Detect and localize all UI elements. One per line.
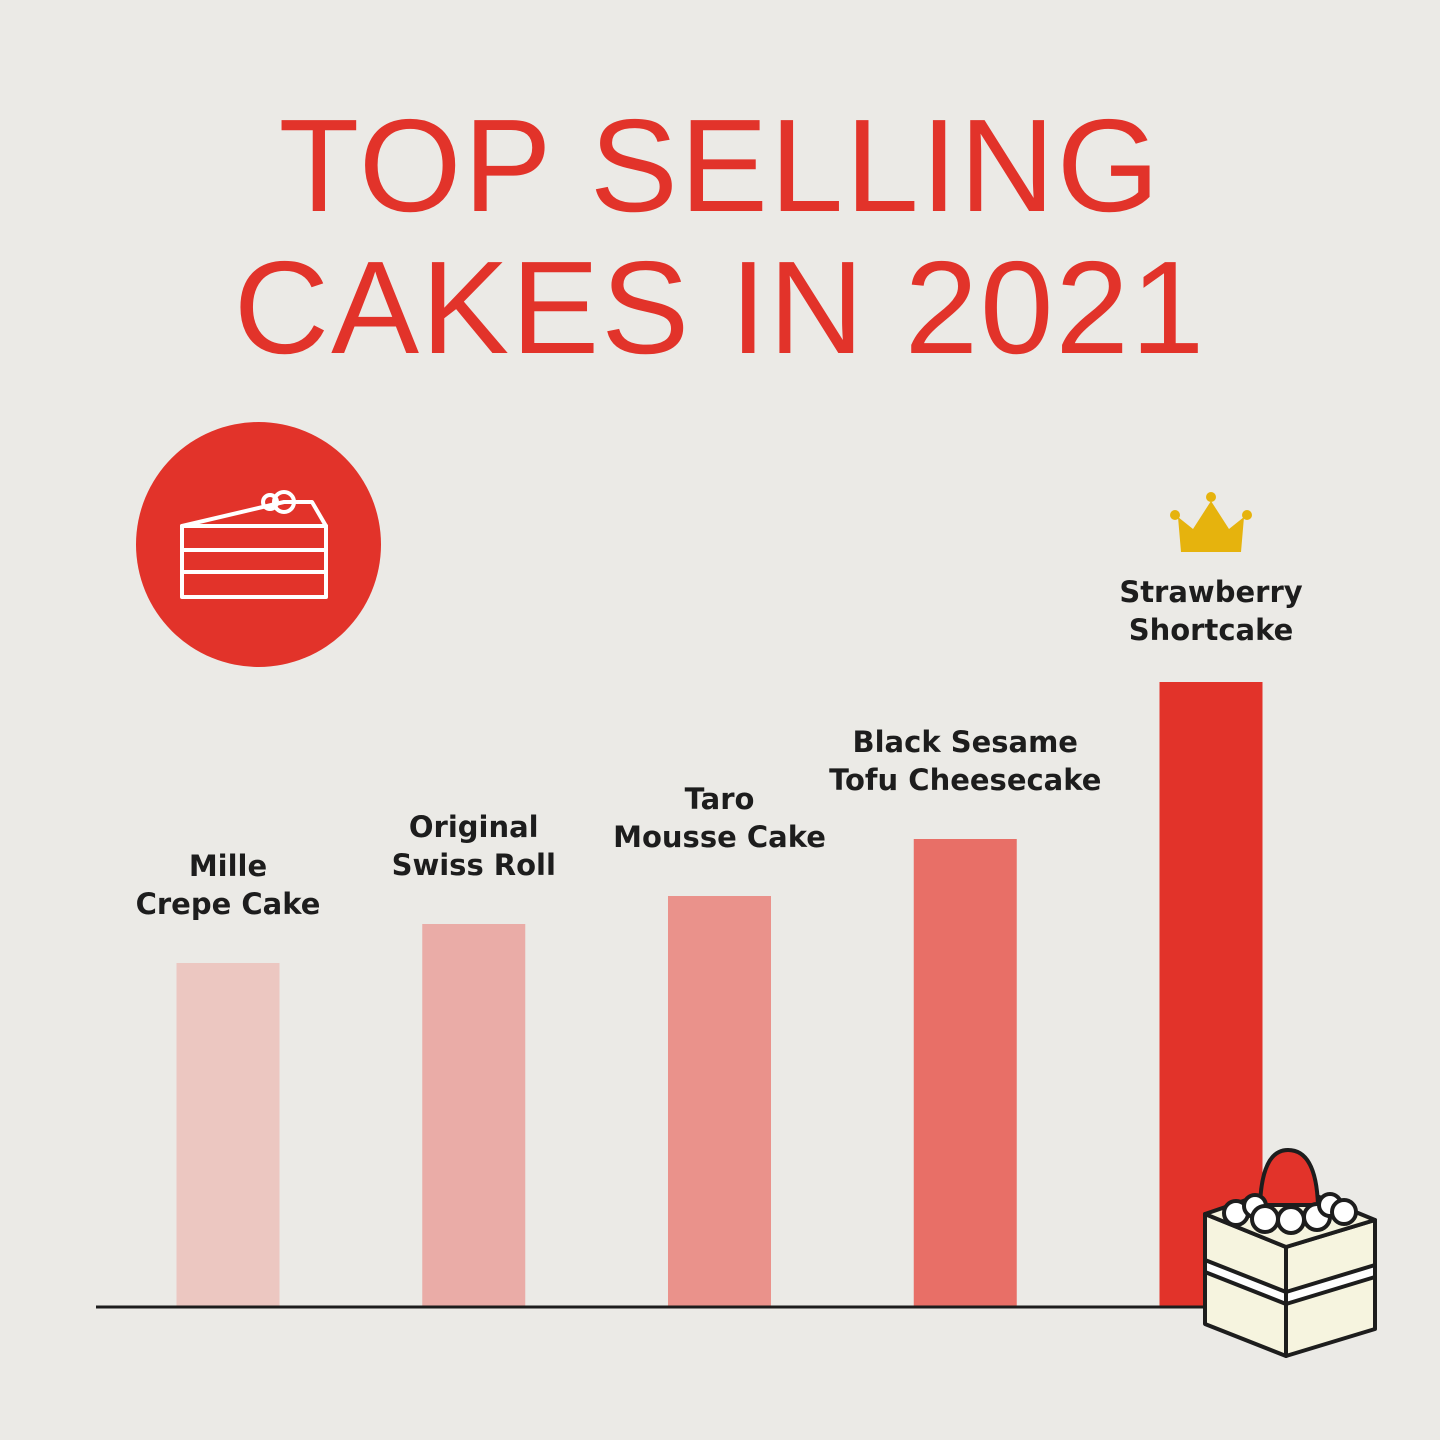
bar-label-4-line-1: Shortcake xyxy=(1129,613,1294,647)
bar-label-1-line-1: Swiss Roll xyxy=(392,848,556,882)
labels-layer: Mille Crepe Cake Original Swiss Roll Taro Mou… xyxy=(136,575,1303,921)
bar-label-0-line-1: Crepe Cake xyxy=(136,887,321,921)
bar-label-1: Original Swiss Roll xyxy=(392,810,556,882)
bar-label-3: Black Sesame Tofu Cheesecake xyxy=(829,725,1101,797)
bar-0 xyxy=(176,963,280,1307)
bar-label-1-line-0: Original xyxy=(409,810,539,844)
bar-2 xyxy=(668,896,771,1307)
bar-label-2-line-1: Mousse Cake xyxy=(613,820,826,854)
bar-label-3-line-1: Tofu Cheesecake xyxy=(829,763,1101,797)
page-title: TOP SELLING CAKES IN 2021 xyxy=(0,95,1440,379)
bar-label-0-line-0: Mille xyxy=(189,849,267,883)
bar-label-3-line-0: Black Sesame xyxy=(853,725,1078,759)
cake-badge xyxy=(136,422,381,667)
bar-label-4: Strawberry Shortcake xyxy=(1119,575,1302,647)
crown-icon xyxy=(1170,492,1252,552)
title-line-2: CAKES IN 2021 xyxy=(233,234,1207,381)
bar-3 xyxy=(913,839,1017,1307)
bar-1 xyxy=(422,924,526,1307)
bar-label-0: Mille Crepe Cake xyxy=(136,849,321,921)
bar-label-2-line-0: Taro xyxy=(685,782,755,816)
title-line-1: TOP SELLING xyxy=(278,92,1162,239)
bar-label-2: Taro Mousse Cake xyxy=(613,782,826,854)
strawberry-shortcake-icon xyxy=(1203,1148,1377,1358)
bar-label-4-line-0: Strawberry xyxy=(1119,575,1302,609)
cake-slice-icon xyxy=(180,490,328,599)
